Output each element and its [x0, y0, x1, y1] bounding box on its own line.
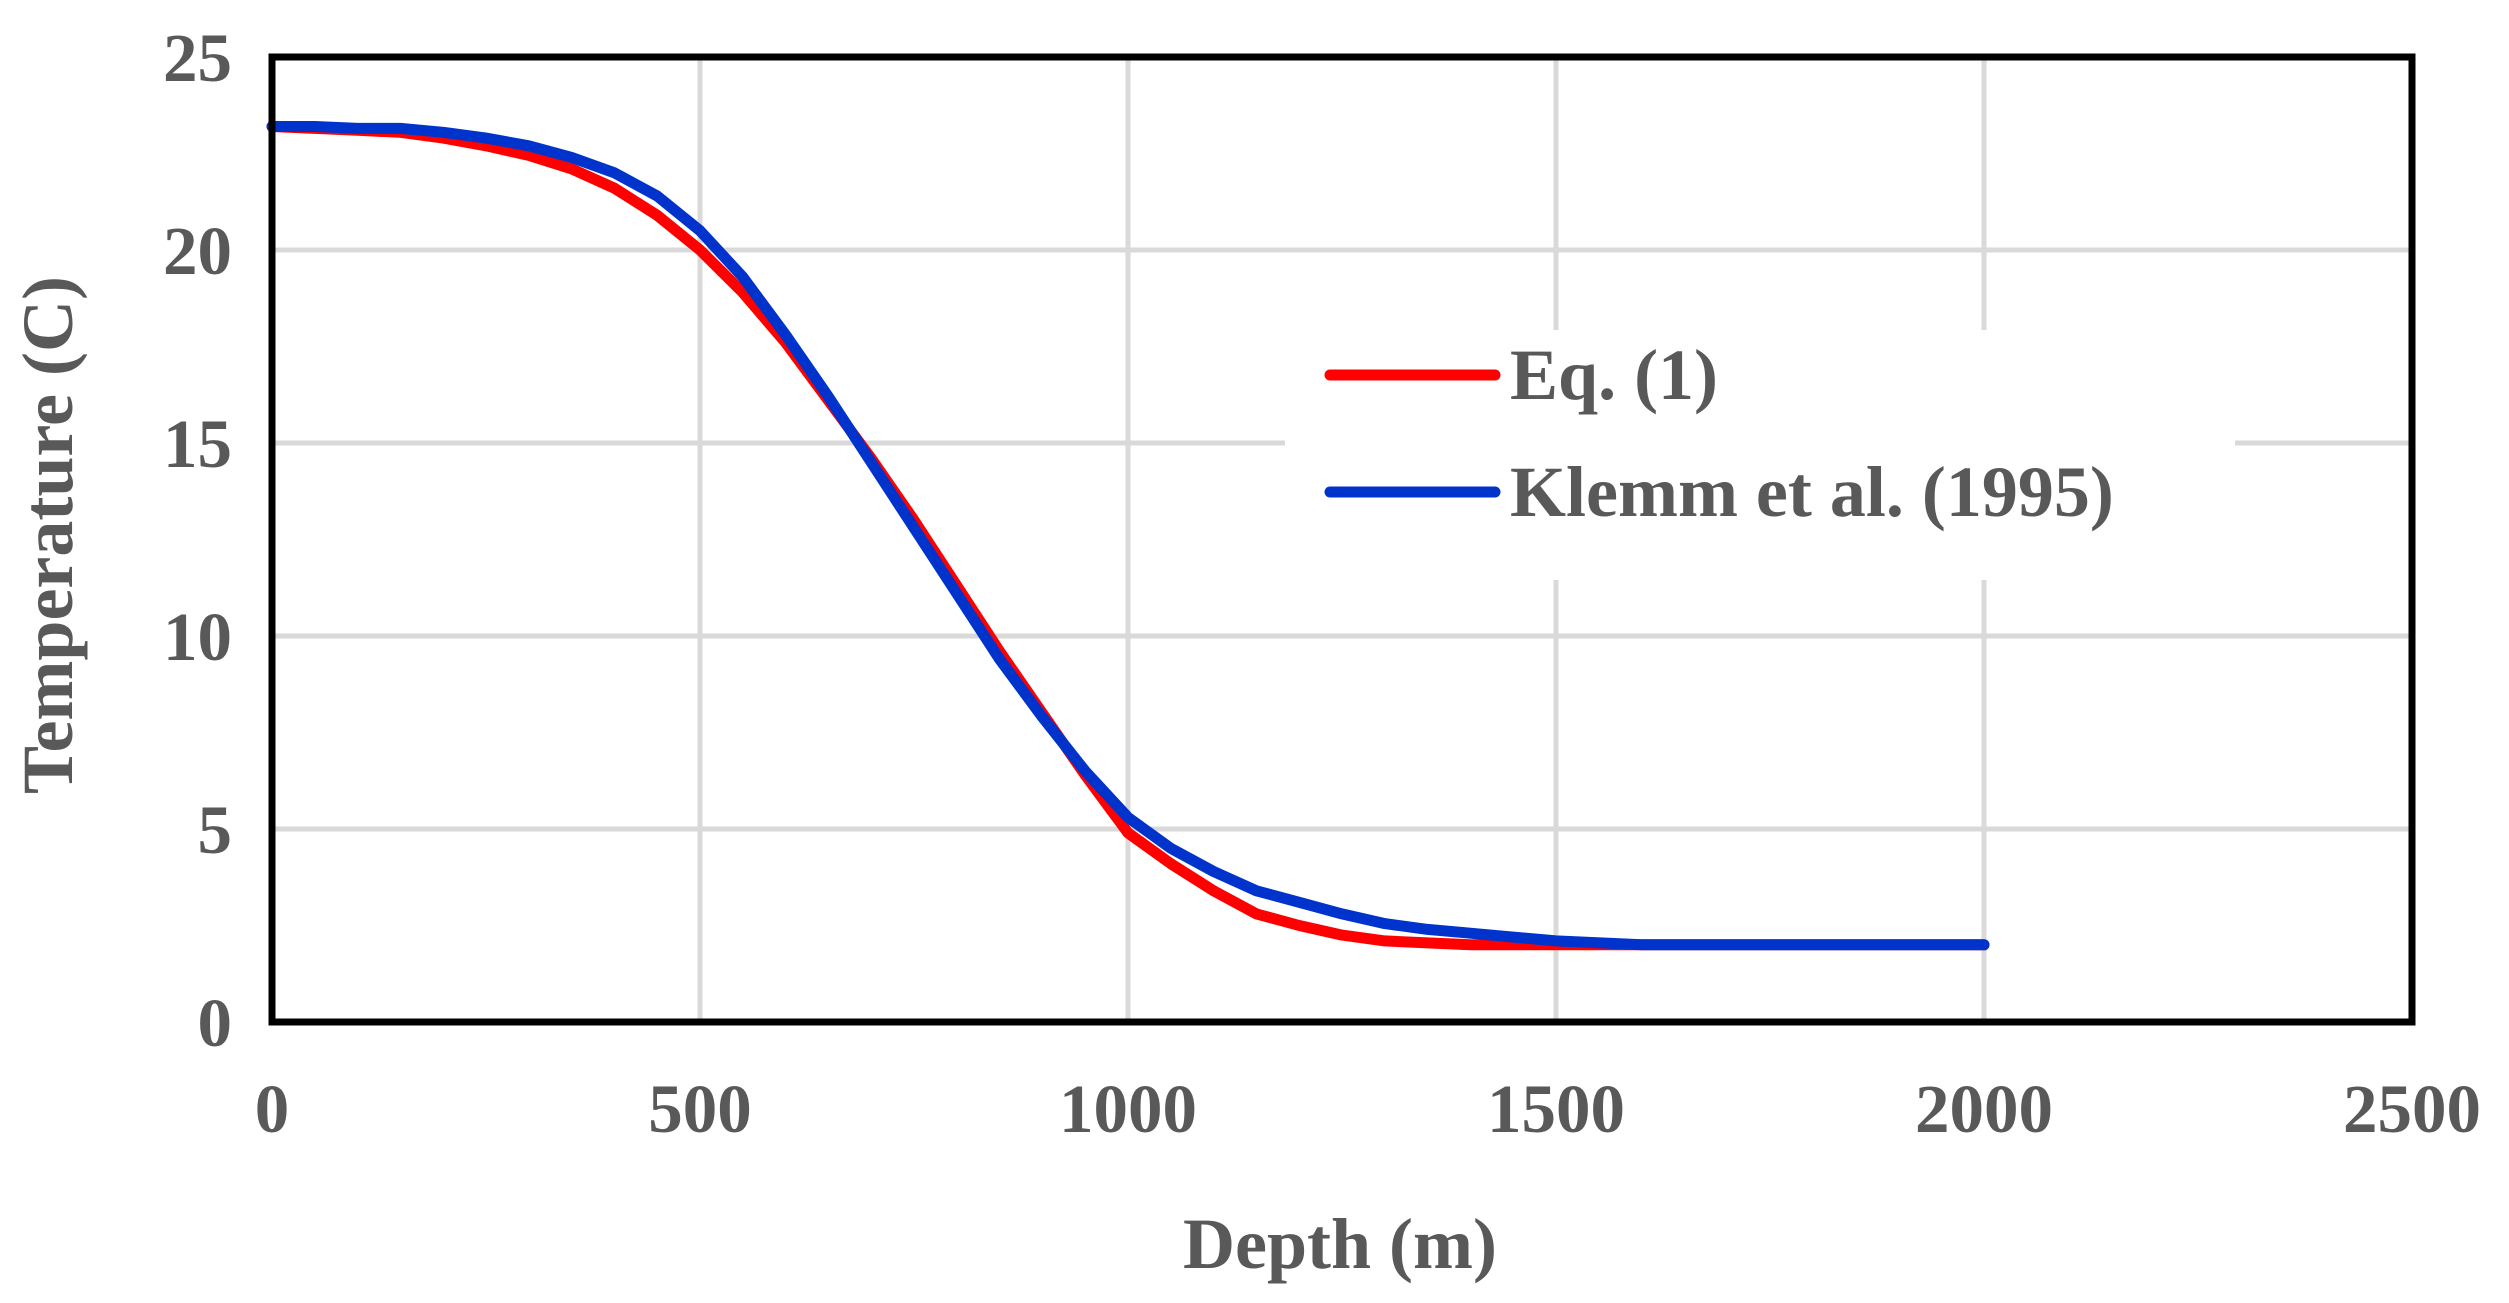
- legend-label-eq1: Eq. (1): [1510, 335, 1718, 415]
- x-tick-label: 1500: [1487, 1071, 1625, 1147]
- y-tick-label: 0: [198, 985, 233, 1061]
- y-tick-label: 15: [163, 406, 232, 482]
- y-tick-label: 10: [163, 599, 232, 675]
- x-tick-label: 500: [648, 1071, 752, 1147]
- y-tick-label: 5: [198, 792, 233, 868]
- x-tick-label: 1000: [1059, 1071, 1197, 1147]
- x-axis-label: Depth (m): [1183, 1204, 1497, 1284]
- y-axis-label: Temperature (C): [8, 276, 88, 794]
- legend: Eq. (1) Klemm et al. (1995): [1285, 330, 2235, 580]
- y-tick-label: 25: [163, 20, 232, 96]
- series-line-klemm: [266, 121, 1990, 951]
- series-lines: [266, 121, 1990, 951]
- y-tick-label: 20: [163, 213, 232, 289]
- x-tick-label: 0: [255, 1071, 290, 1147]
- y-axis-ticks: 0 5 10 15 20 25: [163, 20, 232, 1061]
- x-axis-ticks: 0 500 1000 1500 2000 2500: [255, 1071, 2481, 1147]
- x-tick-label: 2000: [1915, 1071, 2053, 1147]
- x-tick-label: 2500: [2343, 1071, 2481, 1147]
- plot-frame: [268, 53, 2416, 1026]
- legend-label-klemm: Klemm et al. (1995): [1510, 452, 2114, 532]
